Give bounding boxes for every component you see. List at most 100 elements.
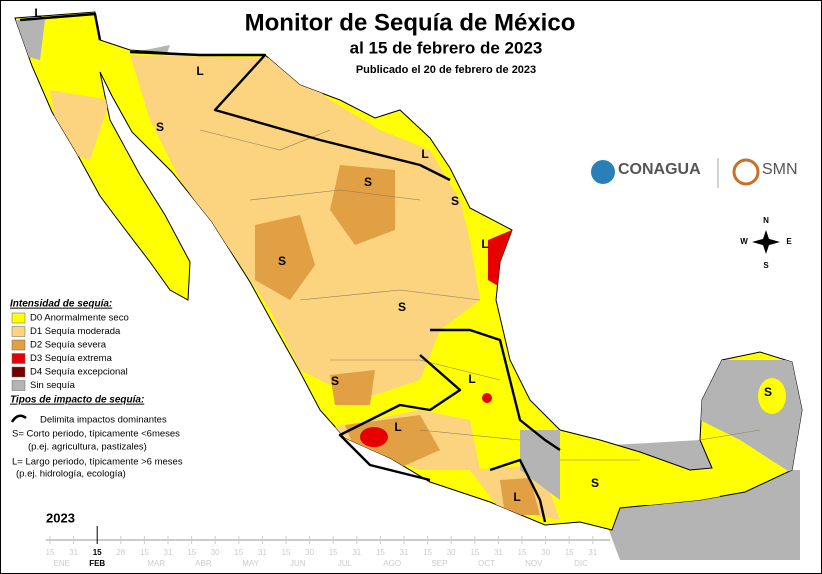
compass-n: N <box>763 216 769 225</box>
timeline: 2023 15 31 15 28 15 31 15 30 15 31 15 30 15 31 15 31 15 3… <box>46 510 610 568</box>
legend-text: L= Largo periodo, típicamente >6 meses <box>12 457 183 468</box>
impact-label: L <box>34 6 41 20</box>
d1-area <box>130 55 480 400</box>
no-drought-area <box>520 430 560 500</box>
timeline-month: MAR <box>147 559 165 568</box>
legend-label: D0 Anormalmente seco <box>30 313 129 324</box>
timeline-day: 31 <box>258 548 267 557</box>
impact-label: S <box>364 175 372 189</box>
timeline-day: 15 <box>282 548 291 557</box>
legend-title: Tipos de impacto de sequía: <box>10 395 144 406</box>
impact-label: L <box>468 372 475 386</box>
timeline-day: 31 <box>400 548 409 557</box>
published: Publicado el 20 de febrero de 2023 <box>356 64 536 76</box>
logo-icon <box>732 158 760 186</box>
timeline-month: MAY <box>242 559 259 568</box>
timeline-current-day: 15 <box>93 548 102 557</box>
timeline-day: 15 <box>518 548 527 557</box>
impact-label: S <box>156 120 164 134</box>
timeline-month: JUL <box>338 559 353 568</box>
compass-e: E <box>786 237 792 246</box>
compass-rose <box>752 230 780 254</box>
d3-area <box>360 427 388 447</box>
timeline-day: 15 <box>187 548 196 557</box>
legend-title: Intensidad de sequía: <box>10 299 112 310</box>
timeline-day: 15 <box>46 548 55 557</box>
legend-swatch <box>11 366 26 378</box>
timeline-day: 15 <box>423 548 432 557</box>
timeline-year: 2023 <box>46 510 75 525</box>
legend: Intensidad de sequía: Tipos de impacto d… <box>10 299 183 480</box>
timeline-day: 28 <box>116 548 125 557</box>
title: Monitor de Sequía de México <box>245 9 576 36</box>
impact-label: L <box>513 490 520 504</box>
d0-area <box>620 485 720 505</box>
timeline-month: OCT <box>478 559 495 568</box>
timeline-day: 15 <box>565 548 574 557</box>
timeline-month: AGO <box>383 559 401 568</box>
timeline-month: DIC <box>574 559 588 568</box>
state-lines <box>199 129 761 461</box>
timeline-day: 30 <box>211 548 220 557</box>
timeline-day: 15 <box>140 548 149 557</box>
timeline-day: 15 <box>329 548 338 557</box>
compass-s: S <box>763 261 769 270</box>
timeline-month: ENE <box>54 559 70 568</box>
timeline-month: NOV <box>525 559 543 568</box>
timeline-day: 30 <box>447 548 456 557</box>
legend-label: D1 Sequía moderada <box>30 326 121 337</box>
impact-label: S <box>331 374 339 388</box>
impact-label: S <box>591 476 599 490</box>
legend-label: D3 Sequía extrema <box>30 353 113 364</box>
impact-label: L <box>481 237 488 251</box>
timeline-day: 31 <box>164 548 173 557</box>
d3-area <box>482 393 492 403</box>
impact-label: S <box>451 194 459 208</box>
legend-label: Sin sequía <box>30 380 76 391</box>
timeline-day: 15 <box>470 548 479 557</box>
legend-label: D4 Sequía excepcional <box>30 367 128 378</box>
timeline-day: 31 <box>352 548 361 557</box>
timeline-month: JUN <box>290 559 306 568</box>
impact-boundary <box>19 12 561 523</box>
legend-text: (p.ej. agricultura, pastizales) <box>28 442 147 453</box>
legend-swatch <box>11 326 26 337</box>
impact-label: S <box>764 385 772 399</box>
timeline-month: SEP <box>431 559 447 568</box>
timeline-day: 15 <box>234 548 243 557</box>
legend-swatch <box>11 353 26 364</box>
legend-swatch <box>11 339 26 351</box>
impact-label: L <box>394 420 401 434</box>
d2-area <box>255 215 315 300</box>
legend-swatch <box>11 380 26 391</box>
timeline-day: 31 <box>588 548 597 557</box>
logo-text: SMN <box>762 161 798 178</box>
timeline-day: 30 <box>541 548 550 557</box>
timeline-current-month: FEB <box>89 559 105 568</box>
timeline-day: 30 <box>305 548 314 557</box>
d2-area <box>330 370 375 405</box>
impact-label: L <box>421 147 428 161</box>
impact-label: S <box>398 300 406 314</box>
legend-label: D2 Sequía severa <box>30 340 107 351</box>
legend-swatch <box>11 312 26 324</box>
d2-area <box>330 165 395 245</box>
d0-area <box>758 378 786 414</box>
legend-text: Delimita impactos dominantes <box>40 415 167 426</box>
logo-text: CONAGUA <box>618 161 701 178</box>
conagua-logo: CONAGUA SMN <box>591 158 798 188</box>
compass: N S E W <box>740 216 792 270</box>
timeline-day: 15 <box>376 548 385 557</box>
compass-w: W <box>740 237 748 246</box>
impact-label: L <box>196 64 203 78</box>
legend-text: S= Corto periodo, típicamente <6meses <box>12 429 180 440</box>
boundary-symbol <box>10 414 27 423</box>
timeline-day: 31 <box>69 548 78 557</box>
timeline-month: ABR <box>195 559 212 568</box>
d2-area <box>500 478 540 515</box>
impact-label: S <box>278 254 286 268</box>
timeline-day: 31 <box>494 548 503 557</box>
legend-text: (p.ej. hidrología, ecología) <box>16 469 126 480</box>
subtitle: al 15 de febrero de 2023 <box>350 38 543 57</box>
